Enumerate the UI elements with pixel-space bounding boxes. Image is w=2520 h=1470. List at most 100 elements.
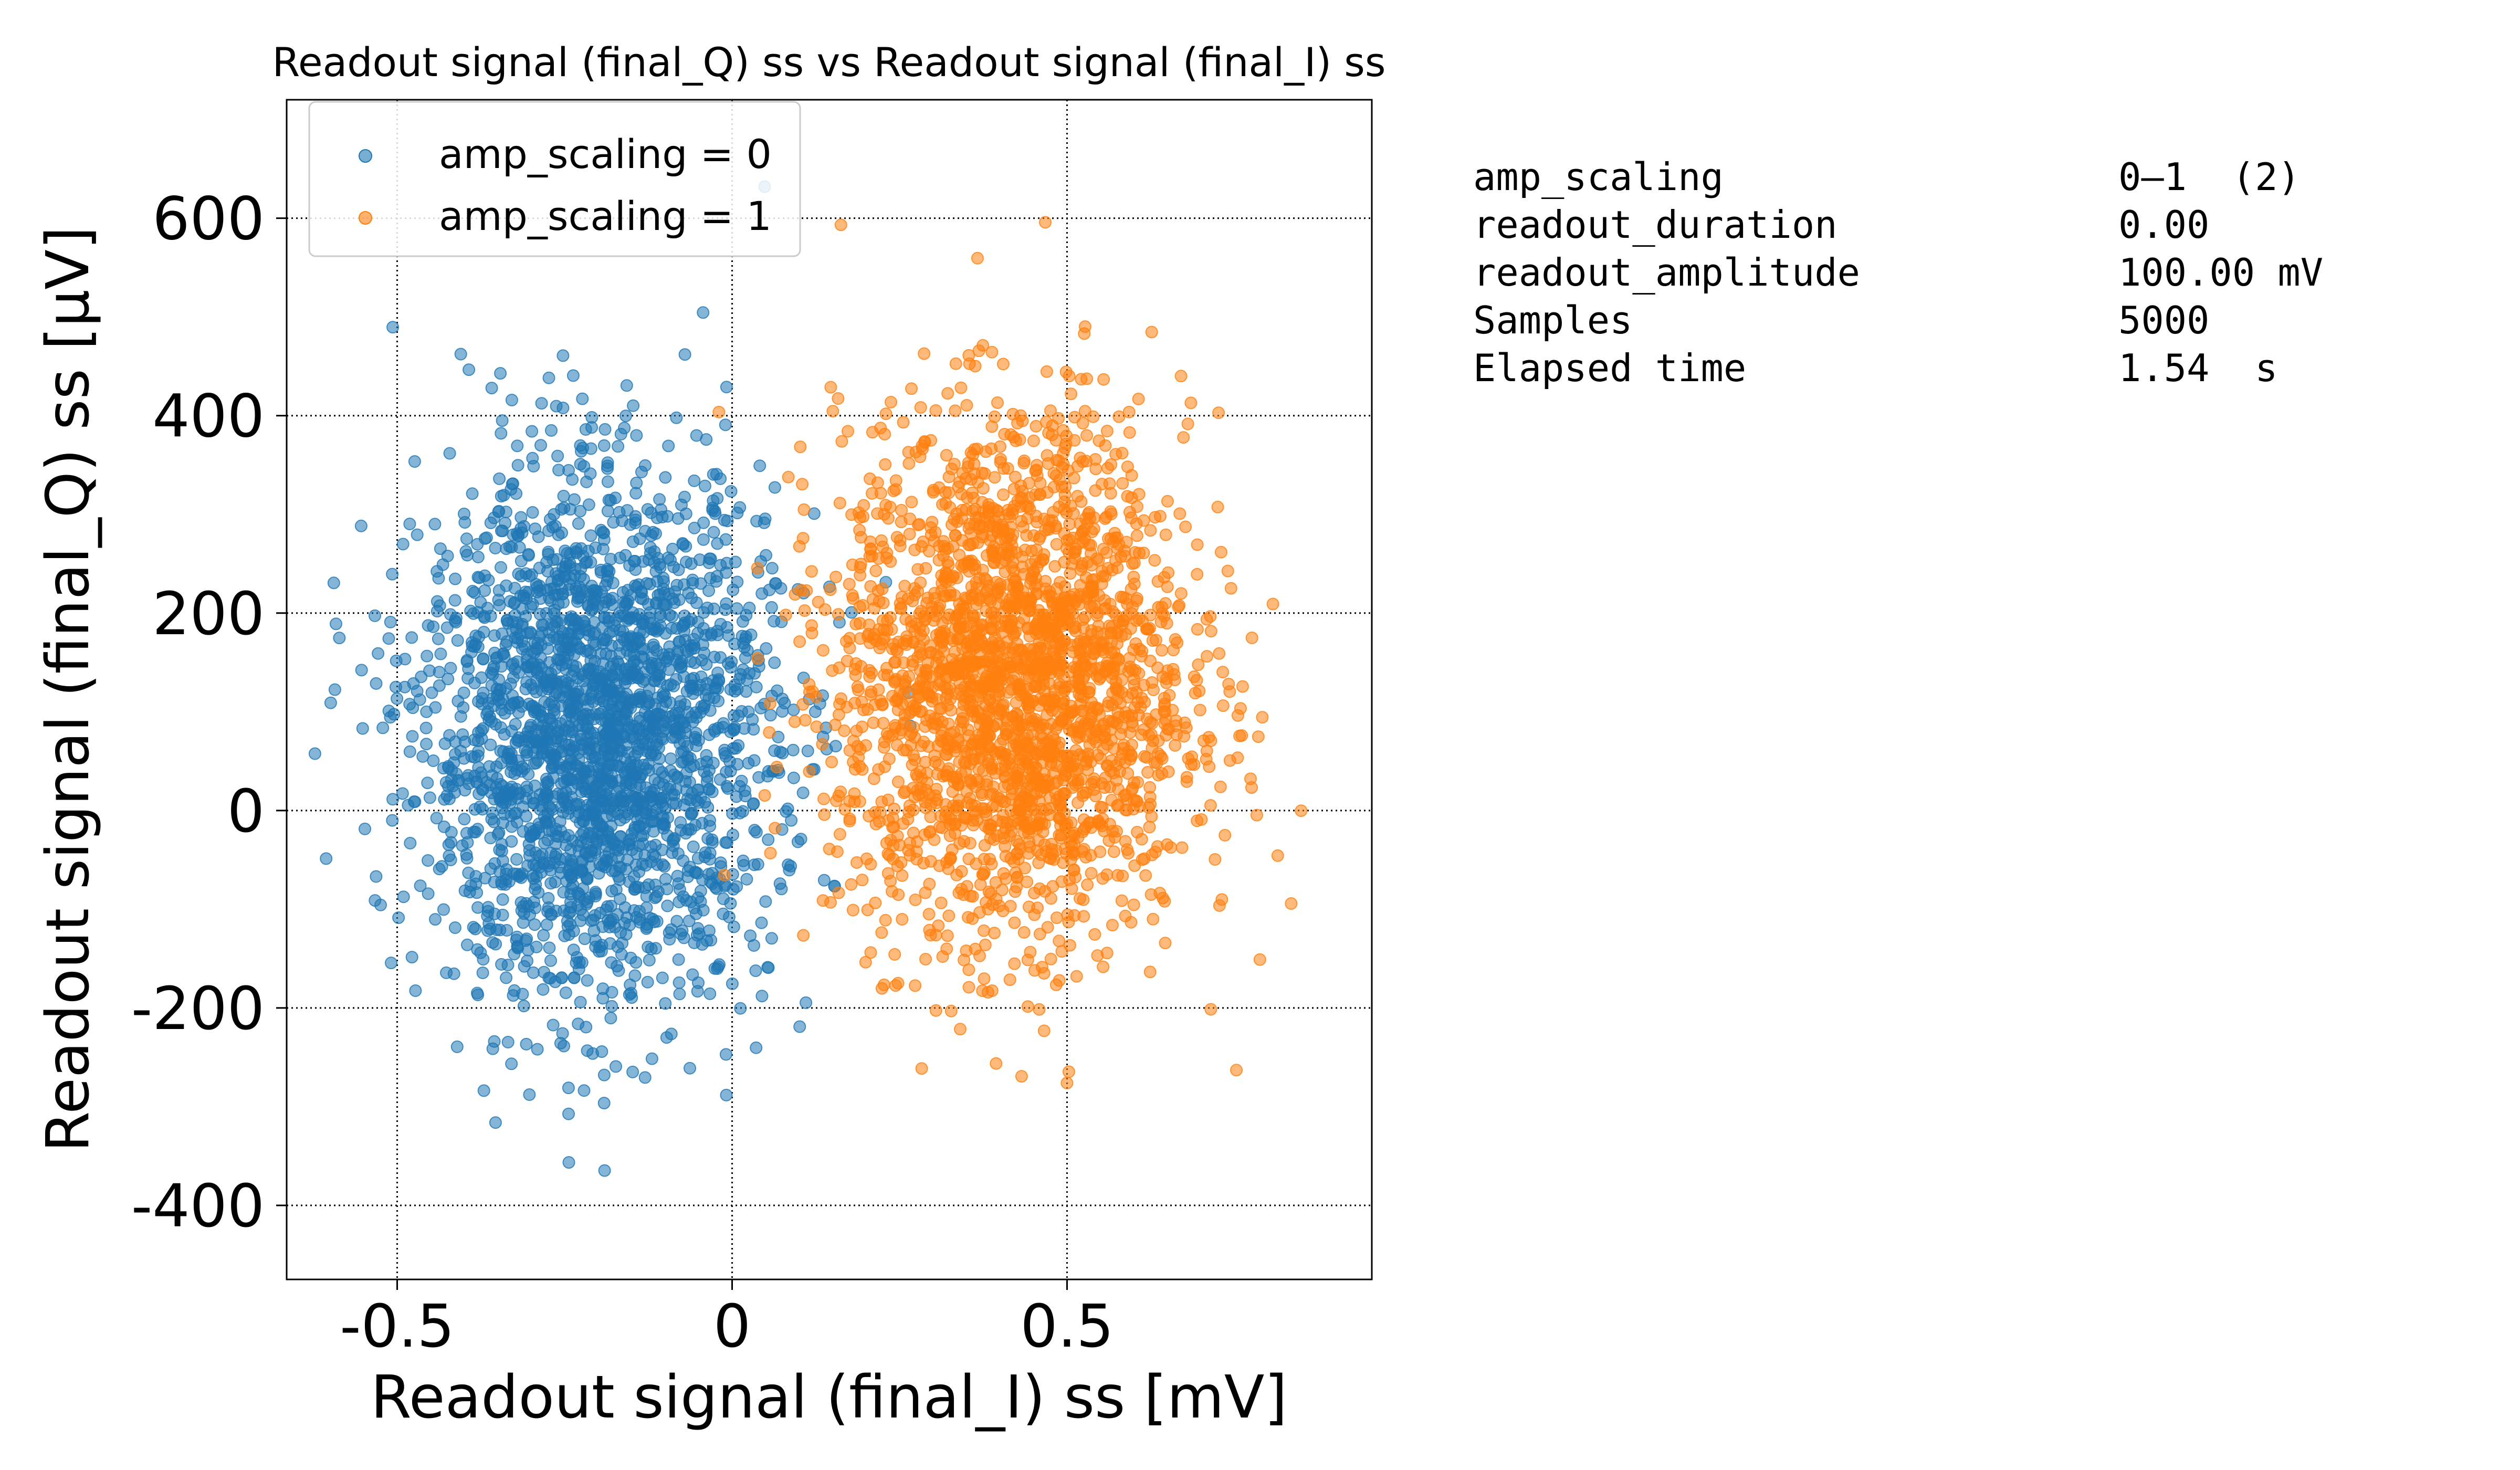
scatter-point [614, 830, 627, 843]
scatter-point [1049, 978, 1063, 991]
scatter-point [489, 718, 502, 731]
scatter-point [1134, 701, 1147, 714]
scatter-point [990, 1057, 1003, 1070]
scatter-point [587, 679, 601, 692]
scatter-point [908, 589, 921, 602]
scatter-point [457, 686, 470, 699]
scatter-point [602, 759, 615, 772]
scatter-point [768, 481, 781, 494]
scatter-point [1072, 679, 1085, 692]
scatter-point [618, 901, 632, 914]
scatter-point [537, 929, 550, 942]
scatter-point [949, 665, 961, 678]
scatter-point [791, 835, 804, 848]
scatter-point [1231, 751, 1244, 764]
scatter-point [905, 382, 918, 395]
scatter-point [751, 858, 764, 871]
scatter-point [557, 489, 570, 502]
scatter-point [559, 674, 572, 687]
scatter-point [926, 670, 939, 684]
scatter-point [997, 462, 1010, 475]
scatter-point [542, 901, 555, 914]
scatter-point [370, 870, 383, 883]
scatter-point [460, 532, 473, 545]
scatter-point [697, 638, 709, 651]
scatter-point [973, 751, 986, 764]
scatter-point [526, 506, 539, 519]
scatter-point [404, 837, 417, 849]
scatter-point [1013, 838, 1026, 851]
scatter-point [645, 1052, 658, 1065]
scatter-point [1127, 794, 1140, 807]
scatter-point [571, 595, 584, 608]
scatter-point [537, 747, 550, 759]
scatter-point [1100, 759, 1114, 772]
scatter-point [810, 720, 823, 733]
scatter-point [997, 488, 1010, 501]
scatter-point [880, 551, 893, 564]
scatter-point [1221, 564, 1234, 578]
scatter-point [996, 358, 1010, 371]
scatter-point [1001, 657, 1014, 670]
scatter-point [581, 974, 594, 987]
scatter-point [481, 901, 495, 914]
scatter-point [471, 989, 485, 1001]
scatter-point [686, 679, 699, 692]
scatter-point [533, 705, 547, 718]
scatter-point [922, 908, 936, 921]
scatter-point [1085, 867, 1098, 880]
scatter-point [422, 854, 435, 867]
scatter-point [1038, 656, 1052, 669]
scatter-point [1126, 782, 1139, 795]
scatter-point [566, 659, 580, 672]
scatter-point [477, 652, 490, 665]
scatter-point [520, 784, 533, 797]
scatter-point [601, 459, 614, 472]
scatter-point [733, 501, 747, 514]
scatter-point [1159, 597, 1172, 610]
scatter-point [803, 765, 816, 778]
scatter-point [768, 615, 781, 628]
scatter-point [908, 543, 921, 556]
scatter-point [918, 347, 931, 360]
scatter-point [615, 514, 628, 527]
scatter-point [382, 705, 395, 718]
scatter-point [1062, 1065, 1075, 1078]
scatter-point [915, 739, 928, 752]
scatter-point [1023, 762, 1036, 775]
scatter-point [505, 1057, 518, 1070]
scatter-point [1126, 557, 1139, 570]
scatter-point [1169, 739, 1182, 752]
scatter-point [1056, 762, 1069, 775]
scatter-point [1027, 643, 1041, 656]
scatter-point [1034, 812, 1047, 825]
scatter-point [1125, 709, 1138, 722]
scatter-point [653, 493, 666, 506]
scatter-point [1201, 650, 1213, 663]
scatter-point [421, 776, 434, 790]
scatter-point [596, 920, 610, 933]
scatter-point [446, 780, 459, 793]
scatter-point [575, 828, 588, 842]
scatter-point [1122, 405, 1136, 418]
scatter-point [1053, 934, 1066, 948]
scatter-point [679, 507, 692, 520]
scatter-point [551, 449, 564, 463]
scatter-point [638, 1071, 652, 1084]
scatter-point [1144, 654, 1157, 667]
scatter-point [797, 929, 810, 942]
scatter-point [561, 547, 574, 560]
scatter-point [885, 396, 897, 408]
scatter-point [1114, 728, 1127, 741]
scatter-point [1130, 592, 1143, 605]
scatter-point [760, 642, 773, 655]
scatter-point [879, 458, 892, 471]
scatter-point [670, 411, 683, 424]
scatter-point [597, 439, 611, 452]
scatter-point [894, 540, 907, 552]
scatter-point [499, 682, 512, 695]
scatter-point [853, 523, 866, 537]
scatter-point [1060, 534, 1074, 547]
scatter-point [413, 693, 426, 706]
scatter-point [429, 913, 442, 926]
